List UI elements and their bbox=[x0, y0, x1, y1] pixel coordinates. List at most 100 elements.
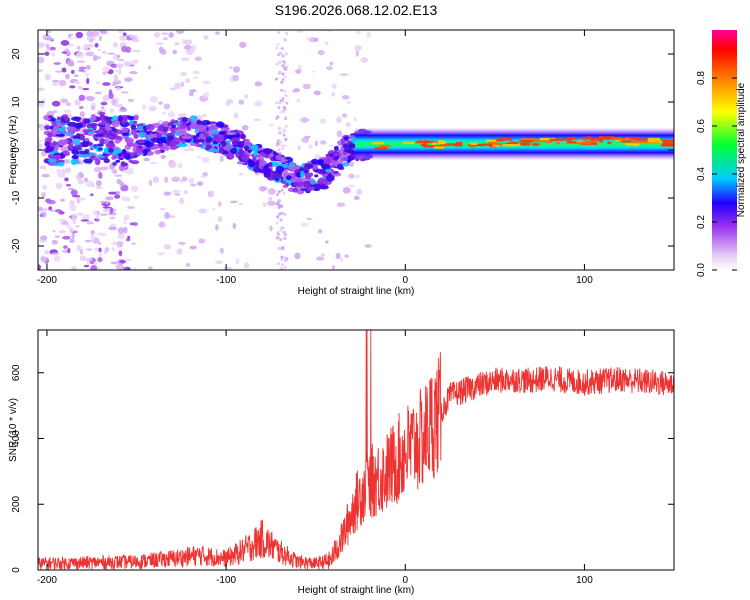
spectrogram-cell bbox=[326, 30, 332, 33]
spectrogram-cell bbox=[117, 227, 125, 234]
spectrogram-cell bbox=[324, 240, 329, 244]
spectrogram-cell bbox=[38, 142, 43, 150]
spectrogram-cell bbox=[78, 94, 86, 102]
spectrogram-cell bbox=[176, 248, 183, 255]
spectrogram-cell bbox=[38, 87, 45, 92]
spectrogram-cell bbox=[86, 248, 93, 251]
spectrogram-cell bbox=[281, 54, 285, 58]
spectrogram-cell bbox=[238, 172, 243, 176]
spectrogram-cell bbox=[38, 206, 44, 212]
spectrogram-cell bbox=[63, 109, 71, 114]
spectrogram-streak bbox=[508, 141, 519, 145]
spectrogram-cell bbox=[38, 69, 43, 72]
spectrogram-cell bbox=[158, 101, 163, 105]
spectrogram-cell bbox=[71, 69, 75, 74]
spectrogram-cell bbox=[277, 190, 281, 194]
snr-x-tick-label: 0 bbox=[402, 575, 408, 586]
spectrogram-cell bbox=[124, 77, 133, 82]
spectrogram-cell bbox=[262, 202, 267, 208]
spectrogram-cell bbox=[174, 82, 181, 90]
spectrogram-cell bbox=[86, 77, 90, 85]
spectrogram-cell bbox=[343, 136, 349, 141]
spectrogram-cell bbox=[170, 128, 176, 134]
spectrogram-cell bbox=[44, 51, 50, 56]
spectrogram-cell bbox=[279, 110, 283, 114]
spectrogram-cell bbox=[116, 244, 121, 248]
spectrogram-cell bbox=[196, 156, 202, 159]
spectrogram-cell bbox=[85, 95, 95, 102]
spectrogram-cell bbox=[276, 215, 280, 219]
spectrogram-cell bbox=[102, 206, 111, 209]
spectrogram-cell bbox=[38, 56, 45, 64]
spectrogram-streak bbox=[590, 138, 604, 141]
spectrogram-cell bbox=[72, 145, 82, 151]
spectrogram-cell bbox=[336, 130, 343, 138]
spectrogram-cell bbox=[314, 174, 319, 178]
spectrogram-cell bbox=[136, 147, 143, 154]
spectrogram-cell bbox=[232, 222, 237, 230]
spectrogram-streak bbox=[576, 141, 592, 145]
spectrogram-cell bbox=[153, 31, 161, 38]
spectrogram-cell bbox=[69, 85, 76, 89]
spectrogram-cell bbox=[99, 30, 108, 35]
spectrogram-cell bbox=[129, 34, 134, 39]
spectrogram-cell bbox=[39, 165, 45, 170]
spectrogram-cell bbox=[64, 167, 72, 174]
spectrogram-cell bbox=[41, 98, 47, 104]
spectrogram-cell bbox=[104, 139, 109, 145]
spectrogram-cell bbox=[195, 144, 203, 148]
spectrogram-cell bbox=[313, 186, 321, 192]
spectrogram-cell bbox=[283, 265, 287, 269]
spectrogram-cell bbox=[127, 115, 135, 121]
snr-y-tick-label: 600 bbox=[11, 364, 22, 381]
spectrogram-cell bbox=[86, 36, 93, 40]
spectrogram-cell bbox=[335, 252, 341, 260]
spectrogram-cell bbox=[333, 156, 339, 161]
spectrogram-cell bbox=[346, 101, 351, 104]
spectrogram-cell bbox=[137, 131, 147, 138]
spectrogram-cell bbox=[102, 71, 107, 75]
spectrogram-cell bbox=[49, 46, 56, 51]
spectrogram-cell bbox=[97, 129, 104, 134]
spectrogram-cell bbox=[94, 133, 104, 137]
spectrogram-cell bbox=[201, 114, 207, 117]
spectrogram-cell bbox=[114, 191, 121, 196]
spectrogram-cell bbox=[168, 161, 177, 169]
spectrogram-cell bbox=[267, 200, 276, 206]
spectrogram-cell bbox=[92, 124, 97, 131]
spectrogram-cell bbox=[51, 100, 61, 107]
spectrogram-cell bbox=[253, 118, 261, 122]
spectrogram-cell bbox=[64, 73, 70, 80]
spectrogram-cell bbox=[236, 161, 246, 165]
spectrogram-cell bbox=[86, 123, 95, 129]
spectrogram-cell bbox=[347, 142, 354, 149]
spectrogram-cell bbox=[216, 121, 225, 128]
spectrogram-cell bbox=[96, 143, 104, 147]
spectrogram-cell bbox=[283, 233, 287, 237]
spectrogram-cell bbox=[102, 82, 111, 86]
spectrogram-cell bbox=[280, 180, 287, 184]
spectrogram-cell bbox=[276, 141, 280, 145]
spectrogram-cell bbox=[47, 148, 54, 152]
spectrogram-cell bbox=[127, 206, 135, 209]
spectrogram-cell bbox=[336, 116, 342, 124]
spectrogram-cell bbox=[176, 30, 185, 35]
spectrogram-cell bbox=[348, 173, 355, 179]
spectrogram-cell bbox=[304, 135, 311, 139]
spectrogram-y-tick-label: 20 bbox=[11, 48, 22, 60]
spectrogram-cell bbox=[98, 35, 103, 42]
spectrogram-cell bbox=[97, 257, 102, 262]
spectrogram-cell bbox=[320, 169, 325, 174]
spectrogram-cell bbox=[157, 252, 165, 256]
spectrogram-cell bbox=[181, 176, 188, 182]
spectrogram-cell bbox=[341, 113, 348, 118]
spectrogram-cell bbox=[253, 100, 263, 107]
spectrogram-cell bbox=[185, 48, 194, 56]
spectrogram-cell bbox=[122, 267, 127, 270]
spectrogram-cell bbox=[258, 186, 268, 191]
spectrogram-streak bbox=[566, 141, 577, 144]
spectrogram-cell bbox=[63, 138, 69, 144]
spectrogram-cell bbox=[69, 238, 75, 244]
spectrogram-y-tick-label: 0 bbox=[11, 147, 22, 153]
spectrogram-cell bbox=[90, 193, 94, 197]
